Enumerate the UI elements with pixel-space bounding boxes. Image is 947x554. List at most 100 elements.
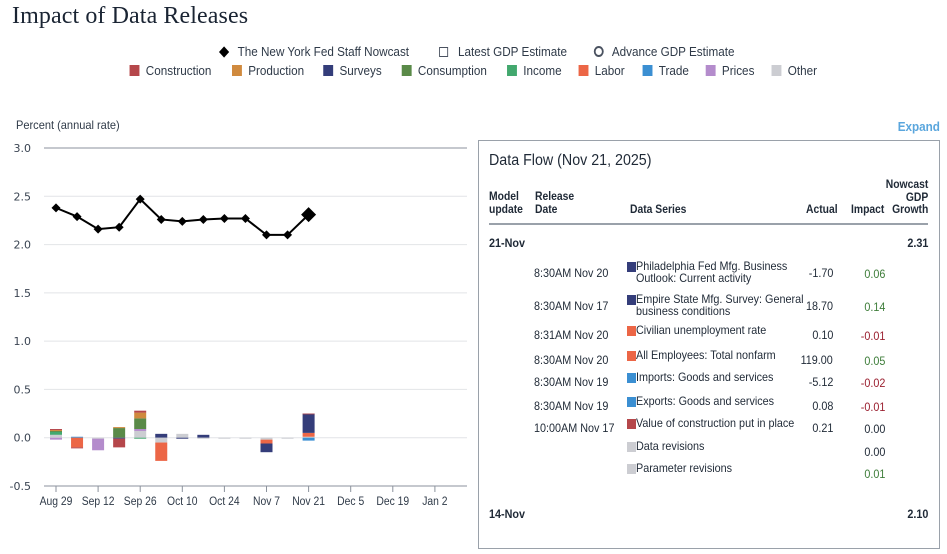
release-date: 8:30AM Nov 19 xyxy=(534,375,609,389)
nowcast-point xyxy=(301,207,317,223)
data-flow-panel: Data Flow (Nov 21, 2025) Model update Rel… xyxy=(478,140,940,549)
category-swatch-icon xyxy=(627,397,636,407)
x-tick-label: Nov 7 xyxy=(253,496,280,509)
actual-value: 119.00 xyxy=(800,353,833,367)
release-date: 8:30AM Nov 17 xyxy=(534,299,609,313)
legend-item-prices[interactable]: Prices xyxy=(705,63,755,78)
legend-label: Prices xyxy=(722,63,755,78)
circle-outline-icon xyxy=(593,46,604,57)
bar-segment xyxy=(260,439,273,444)
actual-value: -1.70 xyxy=(808,266,833,280)
bar-segment xyxy=(176,437,189,439)
impact-value: 0.14 xyxy=(863,300,885,314)
impact-value: -0.01 xyxy=(860,329,885,343)
legend-item-surveys[interactable]: Surveys xyxy=(323,63,382,78)
nowcast-point xyxy=(177,216,187,226)
bar-segment xyxy=(50,437,62,440)
bar-segment xyxy=(50,430,62,432)
nowcast-point xyxy=(240,213,250,223)
nowcast-point xyxy=(72,212,82,222)
legend-item-consumption[interactable]: Consumption xyxy=(401,63,488,78)
legend-label: Consumption xyxy=(418,63,488,78)
header-nowcast: Nowcast GDP Growth xyxy=(885,179,928,216)
bar-segment xyxy=(50,431,62,435)
data-flow-title: Data Flow (Nov 21, 2025) xyxy=(489,152,652,169)
bar-segment xyxy=(197,437,210,439)
x-tick-label: Dec 5 xyxy=(337,496,364,509)
color-swatch-icon xyxy=(771,65,782,76)
bar-segment xyxy=(92,437,105,439)
series-name: Empire State Mfg. Survey: General busine… xyxy=(636,292,804,318)
x-tick-label: Oct 24 xyxy=(209,496,239,509)
bar-segment xyxy=(134,418,147,430)
category-swatch-icon xyxy=(627,262,636,272)
release-date: 8:31AM Nov 20 xyxy=(534,328,609,342)
nowcast-value: 2.31 xyxy=(906,236,928,250)
bar-segment xyxy=(302,413,315,415)
legend-label: Trade xyxy=(658,63,689,78)
actual-value: -5.12 xyxy=(808,375,833,389)
legend-item-labor[interactable]: Labor xyxy=(579,63,625,78)
actual-value: 0.08 xyxy=(811,399,833,413)
y-tick-label: 3.0 xyxy=(14,142,32,155)
header-impact: Impact xyxy=(851,204,885,216)
release-date: 8:30AM Nov 20 xyxy=(534,266,609,280)
impact-value: -0.02 xyxy=(860,376,885,390)
model-update-date: 21-Nov xyxy=(489,236,526,250)
legend-item-nowcast[interactable]: The New York Fed Staff Nowcast xyxy=(219,44,410,59)
series-name: Data revisions xyxy=(636,439,705,453)
bar-segment xyxy=(260,443,273,453)
legend-item-construction[interactable]: Construction xyxy=(129,63,212,78)
series-name: Exports: Goods and services xyxy=(636,394,775,408)
x-tick-label: Dec 19 xyxy=(376,496,409,509)
legend-item-other[interactable]: Other xyxy=(771,63,817,78)
bar-segment xyxy=(281,437,294,439)
bar-segment xyxy=(134,430,147,438)
category-swatch-icon xyxy=(627,326,636,336)
legend-label: Income xyxy=(523,63,562,78)
bar-segment xyxy=(92,438,105,451)
nowcast-point xyxy=(135,194,145,204)
legend-label: Labor xyxy=(595,63,626,78)
bar-segment xyxy=(302,413,315,433)
legend-item-trade[interactable]: Trade xyxy=(642,63,689,78)
nowcast-value: 2.10 xyxy=(906,507,928,521)
color-swatch-icon xyxy=(642,65,653,76)
nowcast-point xyxy=(156,214,166,224)
impact-value: 0.05 xyxy=(863,354,885,368)
x-tick-label: Jan 2 xyxy=(422,496,447,509)
model-update-date: 14-Nov xyxy=(489,507,526,521)
header-release-date: Release Date xyxy=(535,191,575,216)
bar-segment xyxy=(302,432,315,437)
bar-segment xyxy=(134,410,147,413)
series-name: Value of construction put in place xyxy=(636,416,795,430)
bar-segment xyxy=(260,437,273,440)
release-date: 8:30AM Nov 19 xyxy=(534,399,609,413)
header-data-series: Data Series xyxy=(630,204,687,216)
y-tick-label: 1.0 xyxy=(14,335,32,348)
expand-link[interactable]: Expand xyxy=(897,119,940,134)
color-swatch-icon xyxy=(705,65,716,76)
category-swatch-icon xyxy=(627,464,636,474)
bar-segment xyxy=(155,442,168,461)
bar-segment xyxy=(113,438,126,448)
nowcast-point xyxy=(219,213,229,223)
legend-markers: The New York Fed Staff Nowcast Latest GD… xyxy=(3,44,947,59)
bar-segment xyxy=(134,437,147,439)
legend-item-advance-gdp[interactable]: Advance GDP Estimate xyxy=(593,44,735,59)
bar-segment xyxy=(197,434,210,438)
diamond-icon xyxy=(219,45,230,58)
color-swatch-icon xyxy=(129,65,140,76)
legend-item-production[interactable]: Production xyxy=(232,63,304,78)
bar-segment xyxy=(134,412,147,419)
impact-value: 0.01 xyxy=(863,467,885,481)
legend-item-income[interactable]: Income xyxy=(506,63,562,78)
bar-segment xyxy=(155,437,168,443)
legend-item-latest-gdp[interactable]: Latest GDP Estimate xyxy=(439,44,567,59)
y-tick-label: 1.5 xyxy=(14,287,32,300)
legend-label: The New York Fed Staff Nowcast xyxy=(238,44,410,59)
bar-segment xyxy=(155,433,168,438)
bar-segment xyxy=(302,436,315,438)
color-swatch-icon xyxy=(579,65,589,76)
bar-segment xyxy=(71,447,84,449)
